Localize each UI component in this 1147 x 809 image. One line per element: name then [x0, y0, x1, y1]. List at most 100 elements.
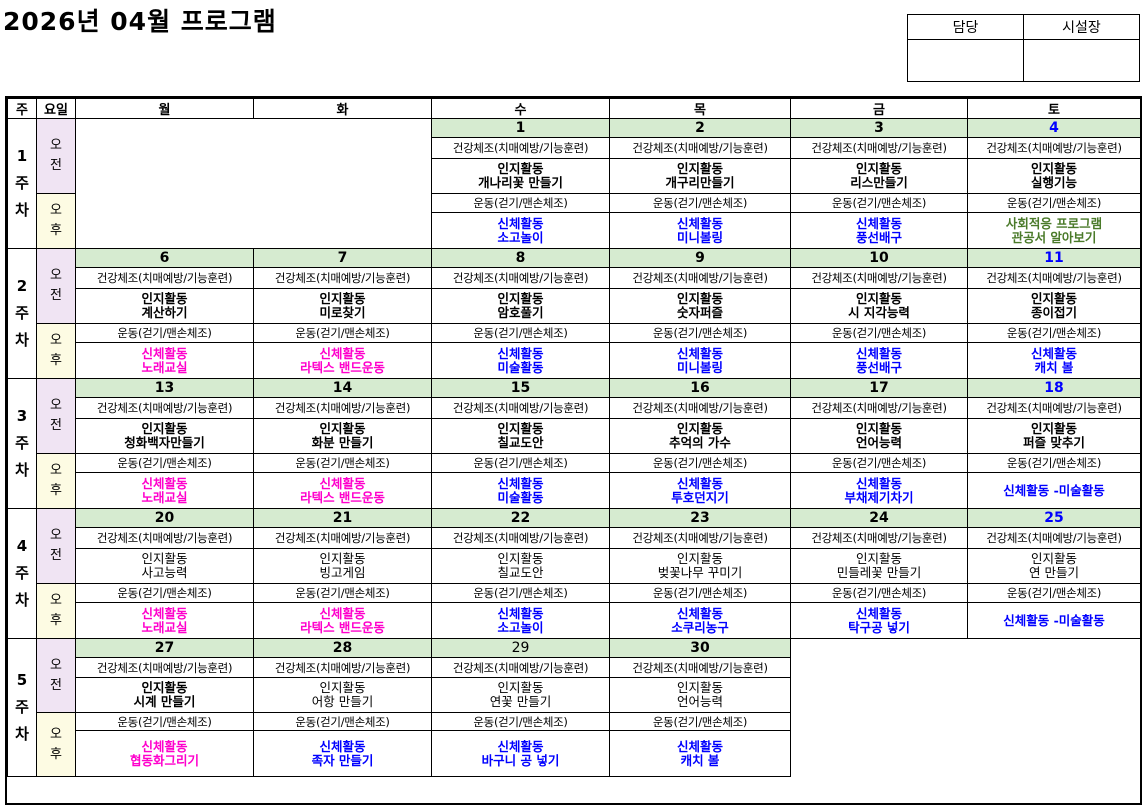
- cognitive-line: 인지활동: [141, 421, 188, 436]
- physical-line: 신체활동 -미술활동: [1003, 612, 1105, 628]
- physical-activity: 신체활동 바구니 공 넣기: [431, 730, 610, 777]
- date-cell: 24: [790, 508, 968, 528]
- physical-activity: 신체활동 족자 만들기: [253, 730, 432, 777]
- cognitive-activity: 인지활동 어항 만들기: [253, 677, 432, 713]
- cognitive-line: 인지활동: [141, 291, 188, 306]
- physical-line: 신체활동: [141, 345, 188, 361]
- cognitive-line: 인지활동: [497, 161, 544, 176]
- approval-sign-director[interactable]: [1023, 39, 1140, 82]
- approval-header-manager: 담당: [907, 14, 1024, 40]
- physical-activity: 신체활동 소고놀이: [431, 602, 610, 639]
- morning-exercise: 건강체조(치매예방/기능훈련): [253, 657, 432, 678]
- date-cell: 25: [967, 508, 1141, 528]
- physical-line: 풍선배구: [855, 229, 902, 245]
- cognitive-line: 청화백자만들기: [124, 435, 205, 450]
- physical-activity: 신체활동 캐치 볼: [609, 730, 791, 777]
- walking-exercise: 운동(걷기/맨손체조): [431, 453, 610, 473]
- morning-exercise: 건강체조(치매예방/기능훈련): [967, 137, 1141, 159]
- cognitive-activity: 인지활동 화분 만들기: [253, 418, 432, 454]
- cognitive-line: 인지활동: [1030, 291, 1077, 306]
- cognitive-line: 벚꽃나무 꾸미기: [657, 565, 743, 580]
- physical-activity: 신체활동 노래교실: [75, 602, 254, 639]
- header-day: 목: [609, 98, 791, 119]
- week-label: 5 주 차: [7, 638, 37, 777]
- walking-exercise: 운동(걷기/맨손체조): [431, 583, 610, 603]
- physical-line: 신체활동: [855, 345, 902, 361]
- walking-exercise: 운동(걷기/맨손체조): [790, 323, 968, 343]
- week-label: 2 주 차: [7, 248, 37, 379]
- cognitive-activity: 인지활동 종이접기: [967, 288, 1141, 324]
- physical-line: 라텍스 밴드운동: [300, 489, 385, 505]
- date-cell: 10: [790, 248, 968, 268]
- date-cell: 14: [253, 378, 432, 398]
- physical-line: 신체활동: [1030, 345, 1077, 361]
- cognitive-line: 인지활동: [1030, 161, 1077, 176]
- header-row: 주 요일 월 화 수 목 금 토: [7, 98, 1141, 119]
- week-2-exer-row: 오 후 운동(걷기/맨손체조) 운동(걷기/맨손체조) 운동(걷기/맨손체조) 운동(걷…: [8, 323, 1141, 379]
- walking-exercise: 운동(걷기/맨손체조): [609, 323, 791, 343]
- morning-exercise: 건강체조(치매예방/기능훈련): [609, 397, 791, 419]
- date-cell: 3: [790, 118, 968, 138]
- physical-line: 탁구공 넣기: [848, 619, 910, 635]
- physical-activity: 신체활동 소고놀이: [431, 212, 610, 249]
- walking-exercise: 운동(걷기/맨손체조): [967, 453, 1141, 473]
- walking-exercise: 운동(걷기/맨손체조): [609, 453, 791, 473]
- morning-exercise: 건강체조(치매예방/기능훈련): [75, 657, 254, 678]
- morning-exercise: 건강체조(치매예방/기능훈련): [431, 137, 610, 159]
- physical-line: 노래교실: [141, 359, 188, 375]
- morning-exercise: 건강체조(치매예방/기능훈련): [609, 657, 791, 678]
- physical-line: 신체활동: [676, 605, 723, 621]
- cognitive-line: 인지활동: [676, 291, 723, 306]
- physical-activity: 신체활동 라텍스 밴드운동: [253, 602, 432, 639]
- physical-activity: 신체활동 탁구공 넣기: [790, 602, 968, 639]
- cognitive-line: 칠교도안: [497, 565, 544, 580]
- cognitive-activity: 인지활동 계산하기: [75, 288, 254, 324]
- week-1-exer-row: 오 후 운동(걷기/맨손체조) 운동(걷기/맨손체조) 운동(걷기/맨손체조) 운동(걷…: [8, 193, 1141, 249]
- physical-line: 신체활동: [676, 475, 723, 491]
- cognitive-line: 빙고게임: [319, 565, 366, 580]
- cognitive-line: 인지활동: [855, 291, 902, 306]
- physical-line: 관공서 알아보기: [1011, 229, 1097, 245]
- pm-label: 오 후: [36, 712, 76, 777]
- walking-exercise: 운동(걷기/맨손체조): [967, 583, 1141, 603]
- am-label: 오 전: [36, 638, 76, 713]
- cognitive-line: 어항 만들기: [311, 694, 374, 709]
- cognitive-line: 암호풀기: [497, 305, 544, 320]
- week-3-exer-row: 오 후 운동(걷기/맨손체조) 운동(걷기/맨손체조) 운동(걷기/맨손체조) 운동(걷…: [8, 453, 1141, 509]
- cognitive-line: 언어능력: [676, 694, 723, 709]
- approval-sign-manager[interactable]: [907, 39, 1024, 82]
- morning-exercise: 건강체조(치매예방/기능훈련): [609, 527, 791, 549]
- physical-line: 신체활동 -미술활동: [1003, 482, 1105, 498]
- cognitive-activity: 인지활동 암호풀기: [431, 288, 610, 324]
- header-yoil: 요일: [36, 98, 76, 119]
- date-cell: 1: [431, 118, 610, 138]
- physical-line: 바구니 공 넣기: [481, 752, 560, 768]
- walking-exercise: 운동(걷기/맨손체조): [790, 193, 968, 213]
- physical-activity: 신체활동 부채제기차기: [790, 472, 968, 509]
- morning-exercise: 건강체조(치매예방/기능훈련): [431, 267, 610, 289]
- cognitive-line: 인지활동: [855, 421, 902, 436]
- physical-line: 신체활동: [497, 345, 544, 361]
- date-cell: 9: [609, 248, 791, 268]
- physical-activity: 사회적응 프로그램 관공서 알아보기: [967, 212, 1141, 249]
- physical-line: 신체활동: [319, 475, 366, 491]
- cognitive-activity: 인지활동 연꽃 만들기: [431, 677, 610, 713]
- header-day: 수: [431, 98, 610, 119]
- week-4-exer-row: 오 후 운동(걷기/맨손체조) 운동(걷기/맨손체조) 운동(걷기/맨손체조) 운동(걷…: [8, 583, 1141, 639]
- page-title: 2026년 04월 프로그램: [3, 7, 277, 36]
- morning-exercise: 건강체조(치매예방/기능훈련): [967, 267, 1141, 289]
- morning-exercise: 건강체조(치매예방/기능훈련): [431, 657, 610, 678]
- walking-exercise: 운동(걷기/맨손체조): [609, 583, 791, 603]
- week-label: 4 주 차: [7, 508, 37, 639]
- physical-activity: 신체활동 풍선배구: [790, 212, 968, 249]
- week-3-phys-row: 신체활동 노래교실 신체활동 라텍스 밴드운동 신체활동 미술활동 신체활동 투호던지기 신체활…: [8, 472, 1141, 509]
- week-3-cog-row: 인지활동 청화백자만들기 인지활동 화분 만들기 인지활동 칠교도안 인지활동 추억의 가수 인…: [8, 418, 1141, 454]
- date-cell: 22: [431, 508, 610, 528]
- walking-exercise: 운동(걷기/맨손체조): [790, 583, 968, 603]
- physical-line: 라텍스 밴드운동: [300, 359, 385, 375]
- cognitive-line: 화분 만들기: [311, 435, 374, 450]
- physical-line: 소고놀이: [497, 619, 544, 635]
- week-1-phys-row: 신체활동 소고놀이 신체활동 미니볼링 신체활동 풍선배구 사회적응 프로그램 관공서 알아보…: [8, 212, 1141, 249]
- physical-line: 신체활동: [855, 215, 902, 231]
- week-4-morning-row: 건강체조(치매예방/기능훈련) 건강체조(치매예방/기능훈련) 건강체조(치매예방/…: [8, 527, 1141, 549]
